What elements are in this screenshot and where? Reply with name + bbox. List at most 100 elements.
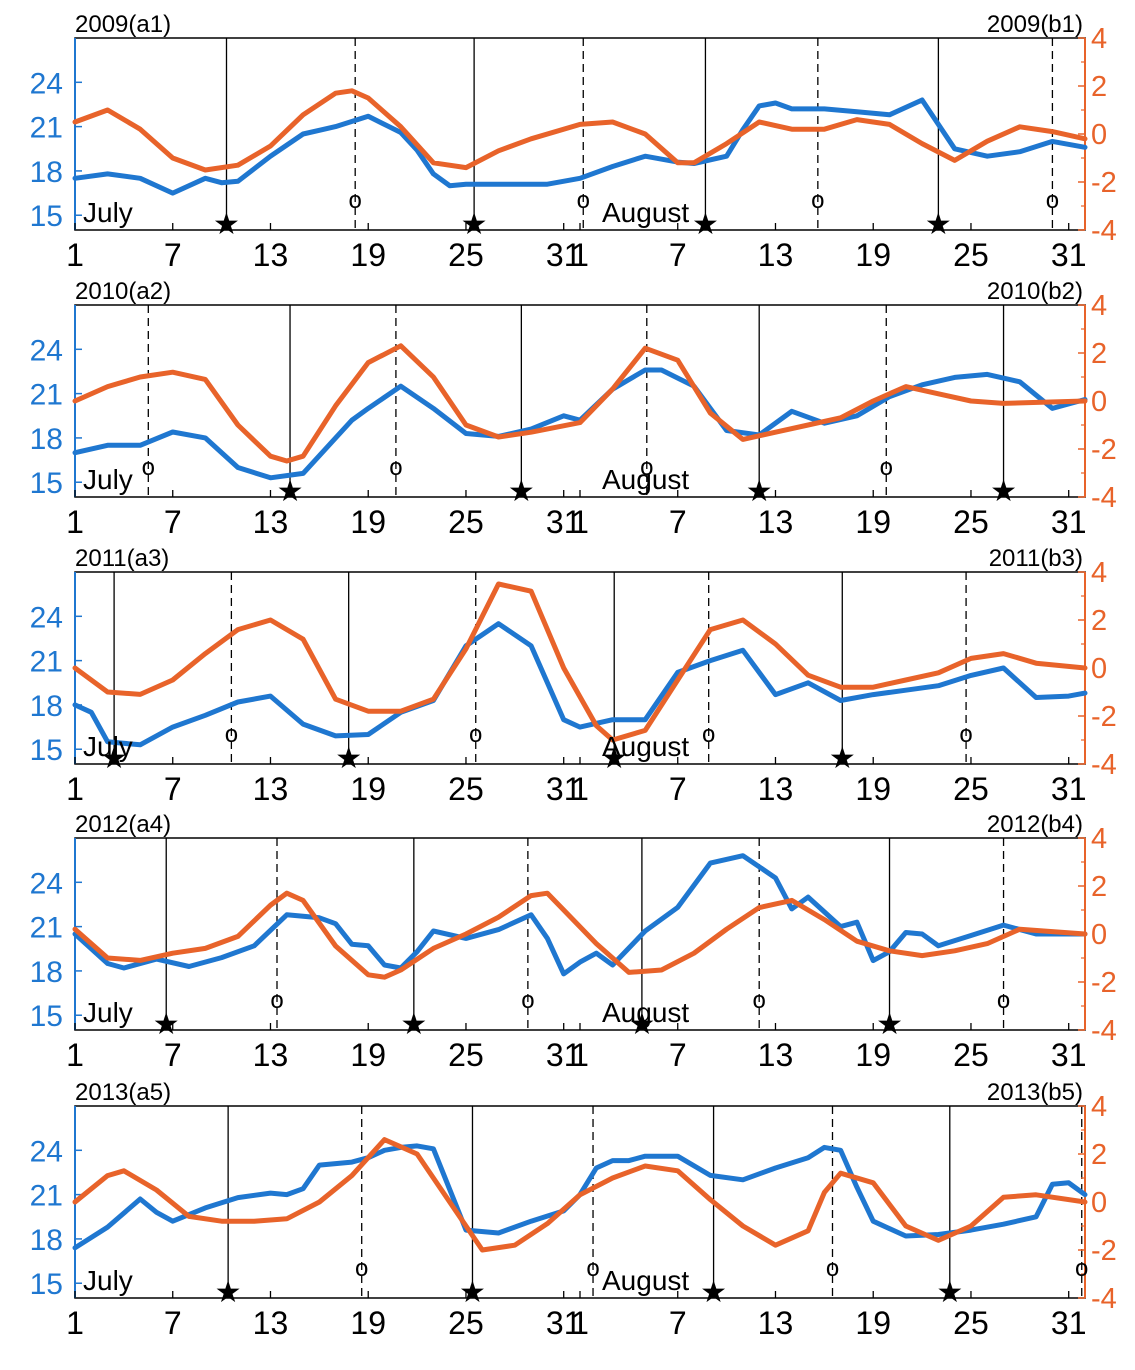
x-tick-label: 31: [546, 771, 582, 807]
x-tick-label: 13: [253, 1305, 289, 1341]
x-tick-label: 1: [571, 771, 589, 807]
series-line-orange: [72, 890, 1088, 980]
panel-title-left: 2011(a3): [75, 545, 169, 572]
star-marker: ★: [461, 207, 488, 242]
o-marker: o: [997, 987, 1010, 1014]
y-left-tick-label: 21: [30, 1180, 63, 1213]
x-tick-label: 31: [546, 1037, 582, 1073]
series-line-blue: [72, 621, 1088, 748]
x-tick-label: 13: [253, 504, 289, 540]
panel-title-right: 2010(b2): [987, 278, 1083, 305]
x-tick-label: 19: [855, 237, 891, 273]
x-tick-label: 1: [66, 237, 84, 273]
x-tick-label: 7: [669, 1305, 687, 1341]
panel-title-left: 2013(a5): [75, 1079, 171, 1106]
y-left-tick-label: 18: [30, 156, 63, 189]
y-right-tick-label: 0: [1091, 919, 1107, 951]
y-left-tick-label: 24: [30, 601, 63, 634]
x-tick-label: 25: [448, 1305, 484, 1341]
month-label-july: July: [83, 197, 133, 228]
o-marker: o: [521, 987, 534, 1014]
panel-title-right: 2009(b1): [987, 11, 1083, 38]
y-right-tick-label: 2: [1091, 605, 1107, 637]
month-label-august: August: [602, 1265, 689, 1296]
x-tick-label: 13: [758, 237, 794, 273]
panel-title-left: 2009(a1): [75, 11, 171, 38]
x-tick-label: 13: [253, 237, 289, 273]
x-tick-label: 1: [66, 504, 84, 540]
x-tick-label: 19: [350, 504, 386, 540]
x-tick-label: 13: [253, 1037, 289, 1073]
o-marker: o: [469, 721, 482, 748]
y-right-tick-label: 4: [1091, 823, 1107, 855]
series-line-orange: [72, 581, 1088, 743]
star-marker: ★: [153, 1007, 180, 1042]
star-marker: ★: [601, 741, 628, 776]
x-tick-label: 7: [669, 1037, 687, 1073]
y-left-tick-label: 24: [30, 867, 63, 900]
y-right-tick-label: 4: [1091, 557, 1107, 589]
y-right-tick-label: 0: [1091, 119, 1107, 151]
y-right-tick-label: -4: [1091, 1283, 1117, 1315]
y-left-tick-label: 24: [30, 334, 63, 367]
o-marker: o: [826, 1255, 839, 1282]
x-tick-label: 31: [1051, 504, 1087, 540]
star-marker: ★: [101, 741, 128, 776]
star-marker: ★: [746, 474, 773, 509]
y-left-tick-label: 15: [30, 1000, 63, 1033]
y-right-tick-label: -2: [1091, 967, 1117, 999]
x-tick-label: 1: [66, 1305, 84, 1341]
o-marker: o: [702, 721, 715, 748]
x-tick-label: 31: [1051, 237, 1087, 273]
o-marker: o: [811, 187, 824, 214]
x-tick-label: 25: [953, 1037, 989, 1073]
x-tick-label: 19: [855, 771, 891, 807]
y-right-tick-label: 0: [1091, 1187, 1107, 1219]
x-tick-label: 19: [350, 771, 386, 807]
y-right-tick-label: 2: [1091, 71, 1107, 103]
series-line-orange: [72, 88, 1088, 173]
series-line-orange: [72, 343, 1088, 464]
x-tick-label: 7: [669, 237, 687, 273]
star-marker: ★: [936, 1275, 963, 1310]
star-marker: ★: [925, 207, 952, 242]
x-tick-label: 1: [571, 1305, 589, 1341]
y-right-tick-label: 4: [1091, 1091, 1107, 1123]
y-left-tick-label: 15: [30, 734, 63, 767]
x-tick-label: 1: [571, 504, 589, 540]
y-left-tick-label: 18: [30, 956, 63, 989]
y-left-tick-label: 15: [30, 1268, 63, 1301]
y-right-tick-label: 4: [1091, 23, 1107, 55]
o-marker: o: [880, 454, 893, 481]
month-label-july: July: [83, 997, 133, 1028]
panel-title-right: 2013(b5): [987, 1079, 1083, 1106]
y-left-tick-label: 24: [30, 1135, 63, 1168]
o-marker: o: [225, 721, 238, 748]
y-left-tick-label: 18: [30, 423, 63, 456]
x-tick-label: 31: [1051, 1305, 1087, 1341]
x-tick-label: 19: [350, 1037, 386, 1073]
x-tick-label: 13: [253, 771, 289, 807]
x-tick-label: 13: [758, 771, 794, 807]
y-right-tick-label: -4: [1091, 215, 1117, 247]
x-tick-label: 13: [758, 1305, 794, 1341]
x-tick-label: 1: [571, 237, 589, 273]
y-right-tick-label: -2: [1091, 434, 1117, 466]
star-marker: ★: [277, 474, 304, 509]
y-right-tick-label: 2: [1091, 871, 1107, 903]
x-tick-label: 7: [164, 237, 182, 273]
y-left-tick-label: 21: [30, 912, 63, 945]
month-label-july: July: [83, 1265, 133, 1296]
star-marker: ★: [692, 207, 719, 242]
x-tick-label: 19: [855, 1305, 891, 1341]
x-tick-label: 7: [164, 771, 182, 807]
month-label-august: August: [602, 997, 689, 1028]
y-left-tick-label: 15: [30, 200, 63, 233]
month-label-august: August: [602, 731, 689, 762]
x-tick-label: 13: [758, 504, 794, 540]
x-tick-label: 25: [953, 771, 989, 807]
x-tick-label: 19: [855, 504, 891, 540]
o-marker: o: [1075, 1255, 1088, 1282]
x-tick-label: 31: [546, 504, 582, 540]
